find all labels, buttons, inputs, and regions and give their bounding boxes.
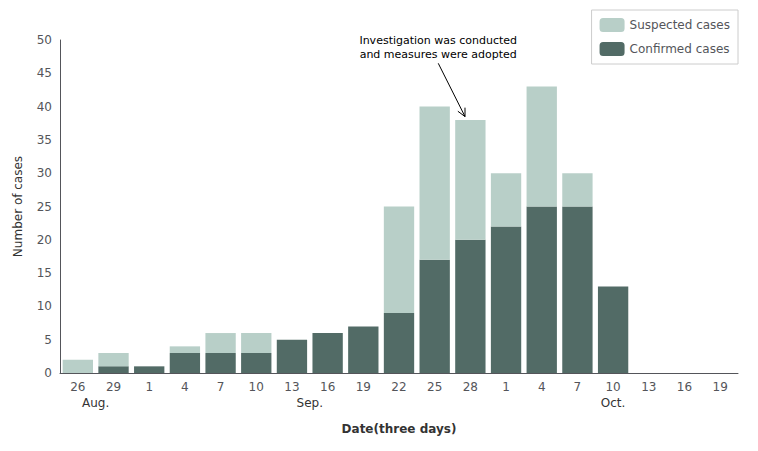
svg-text:10: 10 (249, 380, 264, 394)
svg-text:Confirmed cases: Confirmed cases (630, 42, 730, 56)
svg-text:5: 5 (44, 333, 52, 347)
svg-text:4: 4 (538, 380, 546, 394)
svg-text:28: 28 (463, 380, 478, 394)
svg-text:16: 16 (677, 380, 692, 394)
svg-text:1: 1 (145, 380, 153, 394)
svg-text:16: 16 (320, 380, 335, 394)
svg-text:45: 45 (37, 66, 52, 80)
svg-text:Sep.: Sep. (297, 396, 323, 410)
svg-text:20: 20 (37, 233, 52, 247)
svg-text:35: 35 (37, 133, 52, 147)
svg-text:Number of cases: Number of cases (11, 156, 25, 257)
svg-text:1: 1 (502, 380, 510, 394)
svg-text:25: 25 (427, 380, 442, 394)
svg-text:and measures were adopted: and measures were adopted (360, 48, 517, 61)
svg-text:7: 7 (574, 380, 582, 394)
svg-text:13: 13 (284, 380, 299, 394)
svg-text:29: 29 (106, 380, 121, 394)
svg-text:40: 40 (37, 100, 52, 114)
svg-text:19: 19 (713, 380, 728, 394)
svg-text:19: 19 (356, 380, 371, 394)
svg-text:13: 13 (641, 380, 656, 394)
svg-text:15: 15 (37, 266, 52, 280)
svg-text:10: 10 (605, 380, 620, 394)
svg-text:Suspected cases: Suspected cases (630, 18, 730, 32)
svg-text:Aug.: Aug. (82, 396, 109, 410)
svg-text:22: 22 (391, 380, 406, 394)
svg-text:4: 4 (181, 380, 189, 394)
svg-text:10: 10 (37, 299, 52, 313)
svg-text:7: 7 (217, 380, 225, 394)
svg-text:50: 50 (37, 33, 52, 47)
svg-text:25: 25 (37, 200, 52, 214)
svg-text:Date(three days): Date(three days) (342, 422, 457, 436)
svg-text:Oct.: Oct. (601, 396, 626, 410)
svg-text:30: 30 (37, 166, 52, 180)
svg-text:0: 0 (44, 366, 52, 380)
svg-text:Investigation was conducted: Investigation was conducted (359, 34, 517, 47)
svg-text:26: 26 (70, 380, 85, 394)
